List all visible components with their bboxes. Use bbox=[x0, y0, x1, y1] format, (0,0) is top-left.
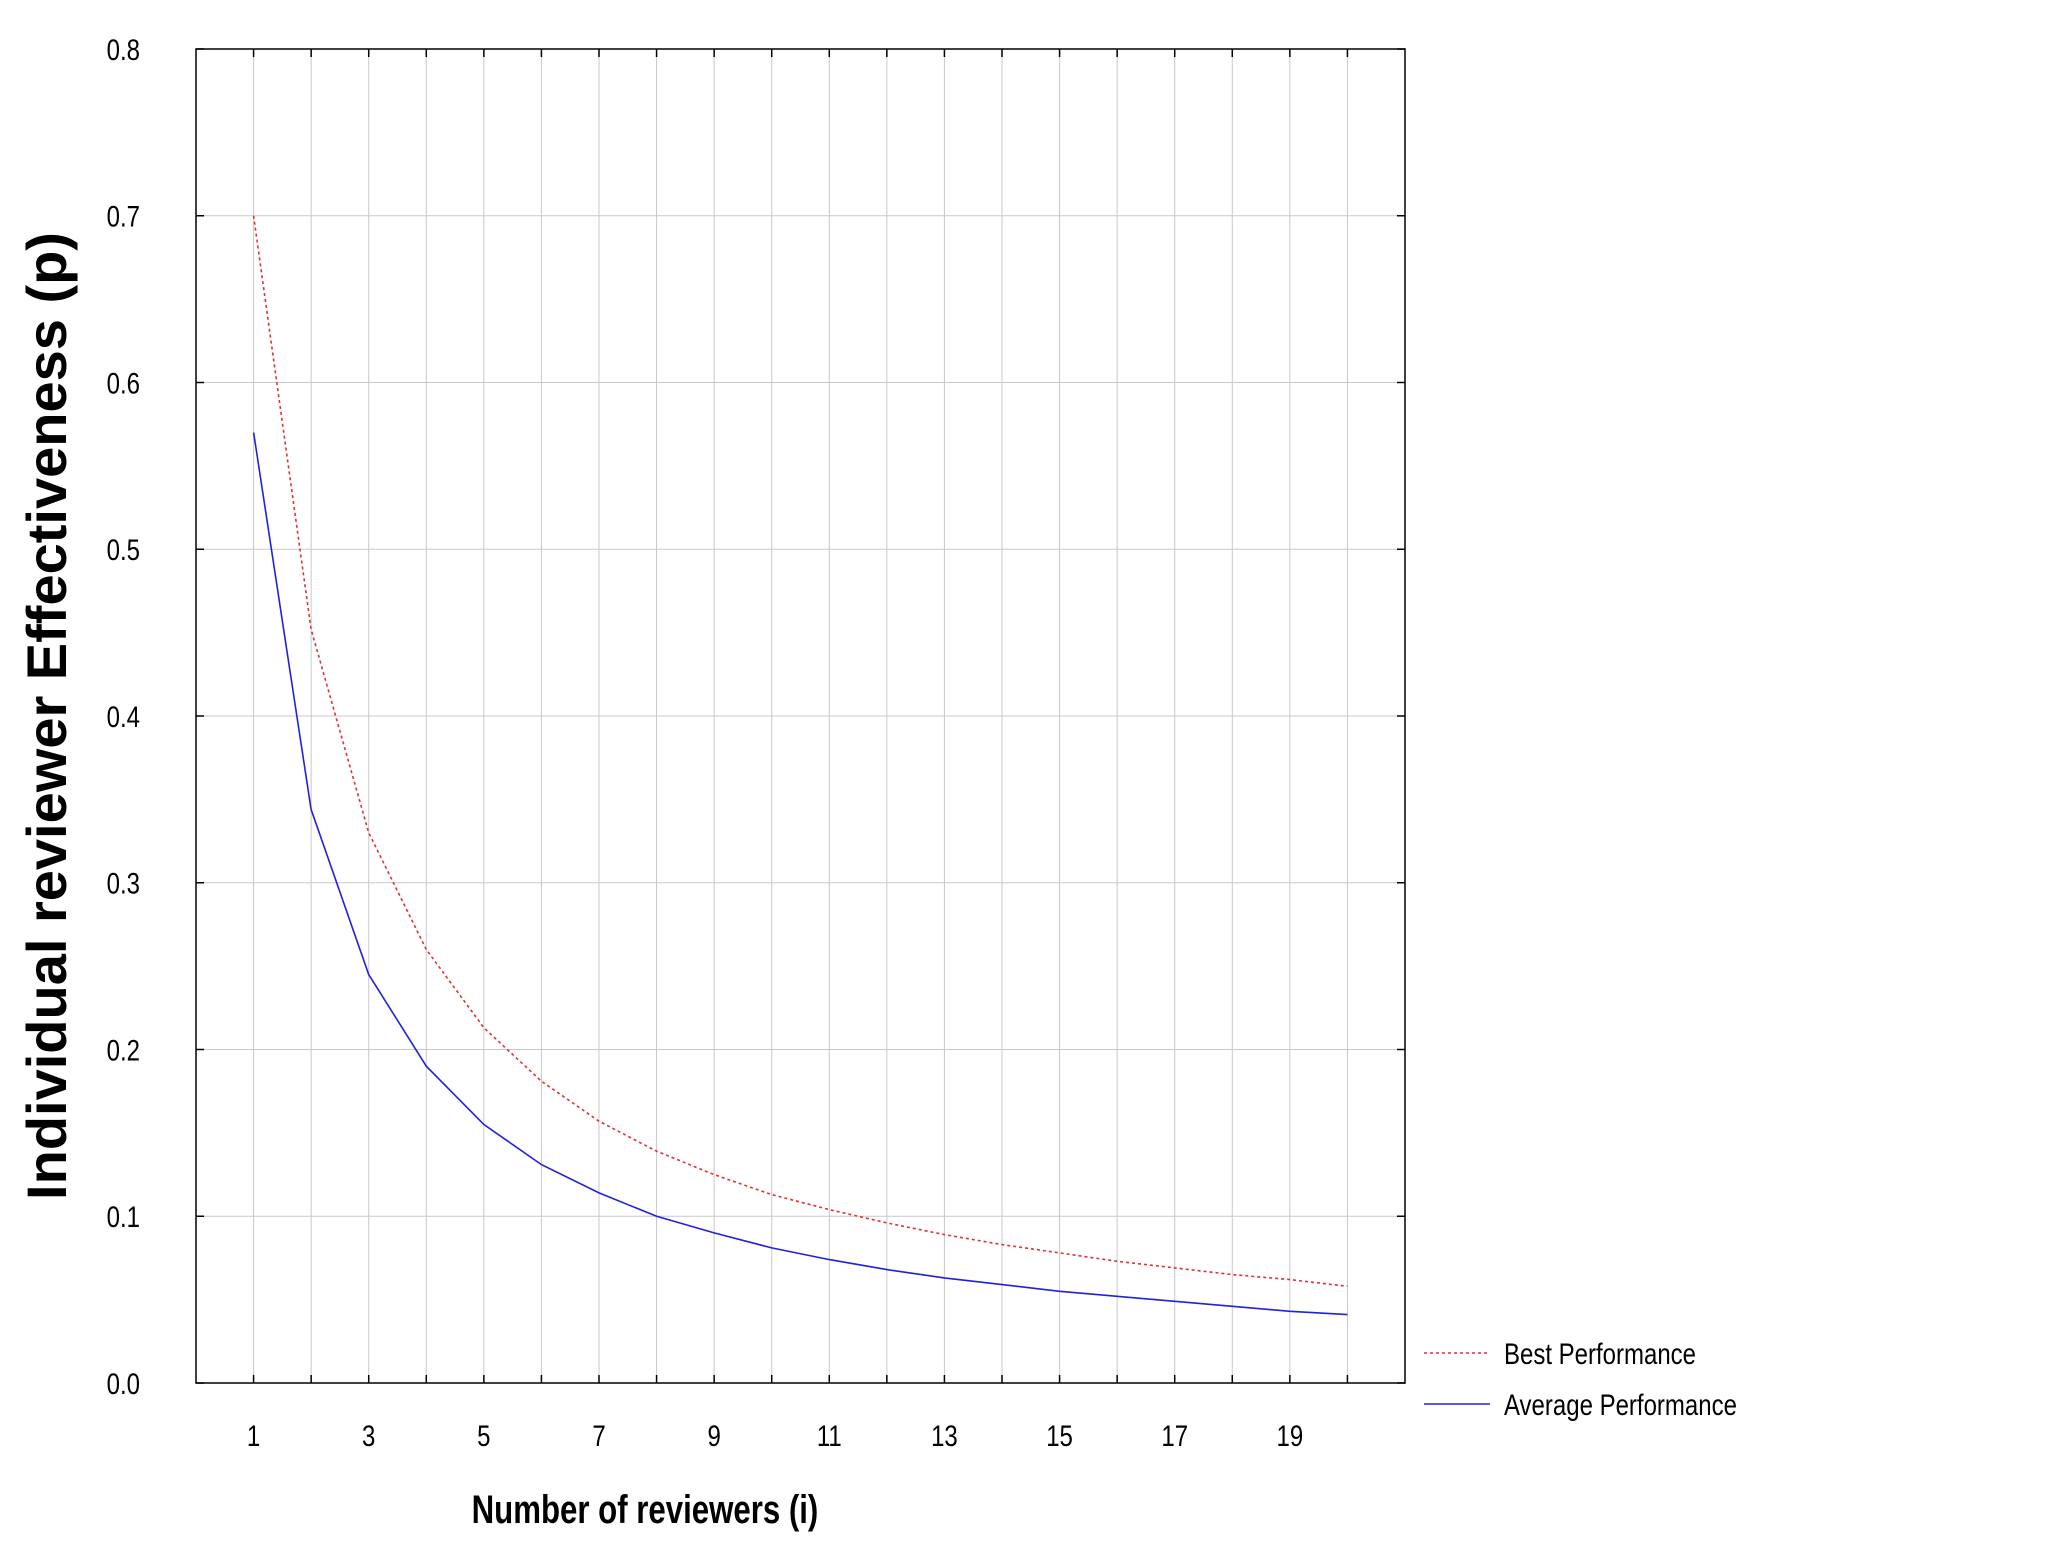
y-tick-label: 0.8 bbox=[107, 32, 140, 66]
y-tick-label: 0.5 bbox=[107, 533, 140, 567]
y-tick-label: 0.2 bbox=[107, 1033, 140, 1067]
x-tick-label: 17 bbox=[1161, 1418, 1188, 1452]
x-tick-label: 7 bbox=[592, 1418, 605, 1452]
x-tick-label: 3 bbox=[362, 1418, 375, 1452]
series-line-best-performance bbox=[252, 215, 1348, 1288]
x-tick-label: 9 bbox=[707, 1418, 720, 1452]
y-tick-label: 0.1 bbox=[107, 1200, 140, 1234]
grid bbox=[196, 49, 1405, 1383]
y-tick-label: 0.0 bbox=[107, 1366, 140, 1400]
y-tick-label: 0.4 bbox=[107, 699, 140, 733]
x-tick-label: 5 bbox=[477, 1418, 490, 1452]
legend: Best Performance Average Performance bbox=[1424, 1336, 1737, 1422]
y-tick-label: 0.7 bbox=[107, 199, 140, 233]
x-tick-label: 11 bbox=[817, 1418, 842, 1452]
series-line-average-performance bbox=[252, 432, 1348, 1316]
y-tick-label: 0.6 bbox=[107, 366, 140, 400]
legend-label: Best Performance bbox=[1504, 1336, 1696, 1370]
axis-ticks: 0.00.10.20.30.40.50.60.70.81 3 5 7 9 11 13 15 17… bbox=[107, 32, 1405, 1453]
x-tick-label: 15 bbox=[1046, 1418, 1073, 1452]
x-tick-label: 13 bbox=[931, 1418, 958, 1452]
x-tick-label: 1 bbox=[247, 1418, 260, 1452]
series-lines bbox=[252, 215, 1348, 1316]
x-axis-title: Number of reviewers (i) bbox=[472, 1487, 819, 1532]
y-axis-title: Individual reviewer Effectiveness (p) bbox=[15, 232, 78, 1200]
y-tick-label: 0.3 bbox=[107, 866, 140, 900]
x-tick-label: 19 bbox=[1277, 1418, 1304, 1452]
legend-label: Average Performance bbox=[1504, 1387, 1737, 1421]
